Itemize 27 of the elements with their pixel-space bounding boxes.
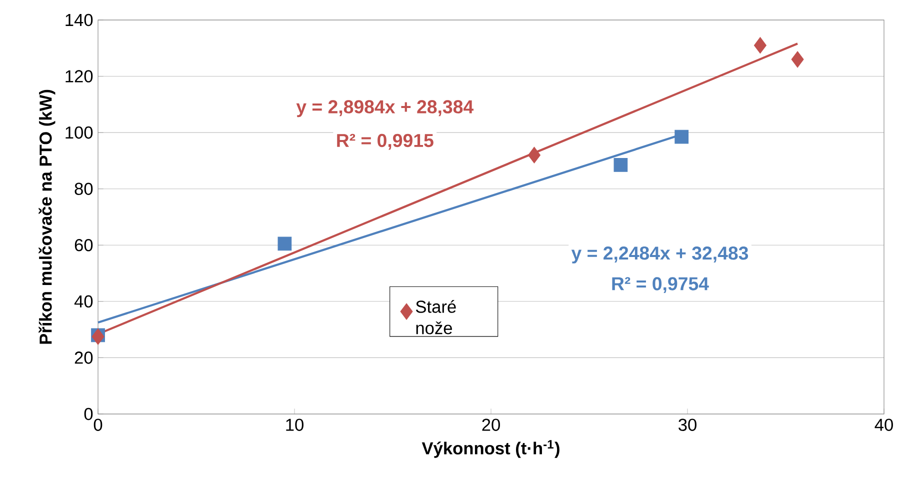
y-tick-label: 80 bbox=[74, 182, 93, 195]
annotation: R² = 0,9754 bbox=[612, 277, 709, 294]
y-tick-label: 120 bbox=[66, 70, 93, 82]
x-tick-label: 10 bbox=[286, 418, 304, 431]
point bbox=[278, 236, 292, 251]
annotation: y = 2,8984x + 28,384 bbox=[296, 100, 474, 118]
y-tick-label: 40 bbox=[74, 295, 93, 308]
x-tick-label: 30 bbox=[678, 418, 696, 431]
point bbox=[614, 158, 628, 172]
y-tick-label: 100 bbox=[66, 126, 93, 139]
x-tick-label: 40 bbox=[874, 418, 893, 431]
y-tick-label: 0 bbox=[84, 408, 93, 420]
annotation: R² = 0,9915 bbox=[337, 134, 434, 150]
x-tick-label: 20 bbox=[482, 418, 500, 431]
point bbox=[92, 328, 104, 345]
y-axis-title: Příkon mulčovače na PTO (kW) bbox=[38, 90, 56, 344]
point bbox=[674, 130, 689, 144]
point bbox=[528, 146, 540, 164]
legend-label: Staré nože bbox=[416, 300, 456, 334]
point bbox=[754, 37, 766, 54]
x-axis-title: Výkonnost (t·h$^{-1}$) bbox=[422, 440, 560, 458]
y-tick-label: 20 bbox=[74, 352, 93, 364]
y-tick-label: 140 bbox=[66, 14, 93, 26]
x-tick-label: 0 bbox=[94, 418, 102, 431]
y-tick-label: 60 bbox=[74, 238, 93, 252]
point bbox=[791, 51, 804, 68]
annotation: y = 2,2484x + 32,483 bbox=[571, 246, 748, 264]
